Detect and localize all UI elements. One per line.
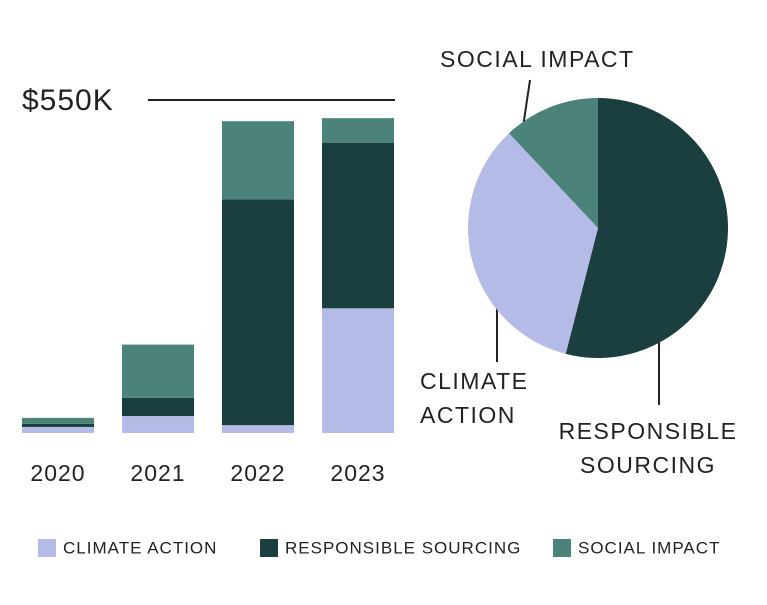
x-tick-label: 2020 [30,460,85,486]
bar-segment [122,344,194,398]
bar-segment [22,417,94,424]
legend-label: RESPONSIBLE SOURCING [285,538,521,557]
pie-label: CLIMATE ACTION [420,368,529,428]
bar-segment [322,118,394,143]
bar-segment [22,423,94,427]
bar-segment [222,121,294,200]
bar-segment [122,397,194,417]
bar-segment [122,416,194,433]
x-tick-label: 2021 [130,460,185,486]
legend-swatch [38,539,56,557]
pie-slice [468,133,598,354]
legend-swatch [553,539,571,557]
bar-segment [222,199,294,426]
bar-segment [222,425,294,433]
legend-swatch [260,539,278,557]
bar-segment [322,142,394,309]
legend-label: CLIMATE ACTION [63,538,217,557]
x-tick-label: 2022 [230,460,285,486]
x-tick-label: 2023 [330,460,385,486]
legend-label: SOCIAL IMPACT [578,538,720,557]
pie-slice [509,98,598,228]
pie-slice [565,98,728,358]
bar-segment [22,426,94,433]
pie-label: RESPONSIBLE SOURCING [558,418,738,478]
y-tick-label: $550K [22,84,114,117]
pie-label: SOCIAL IMPACT [440,46,635,72]
bar-segment [322,308,394,433]
